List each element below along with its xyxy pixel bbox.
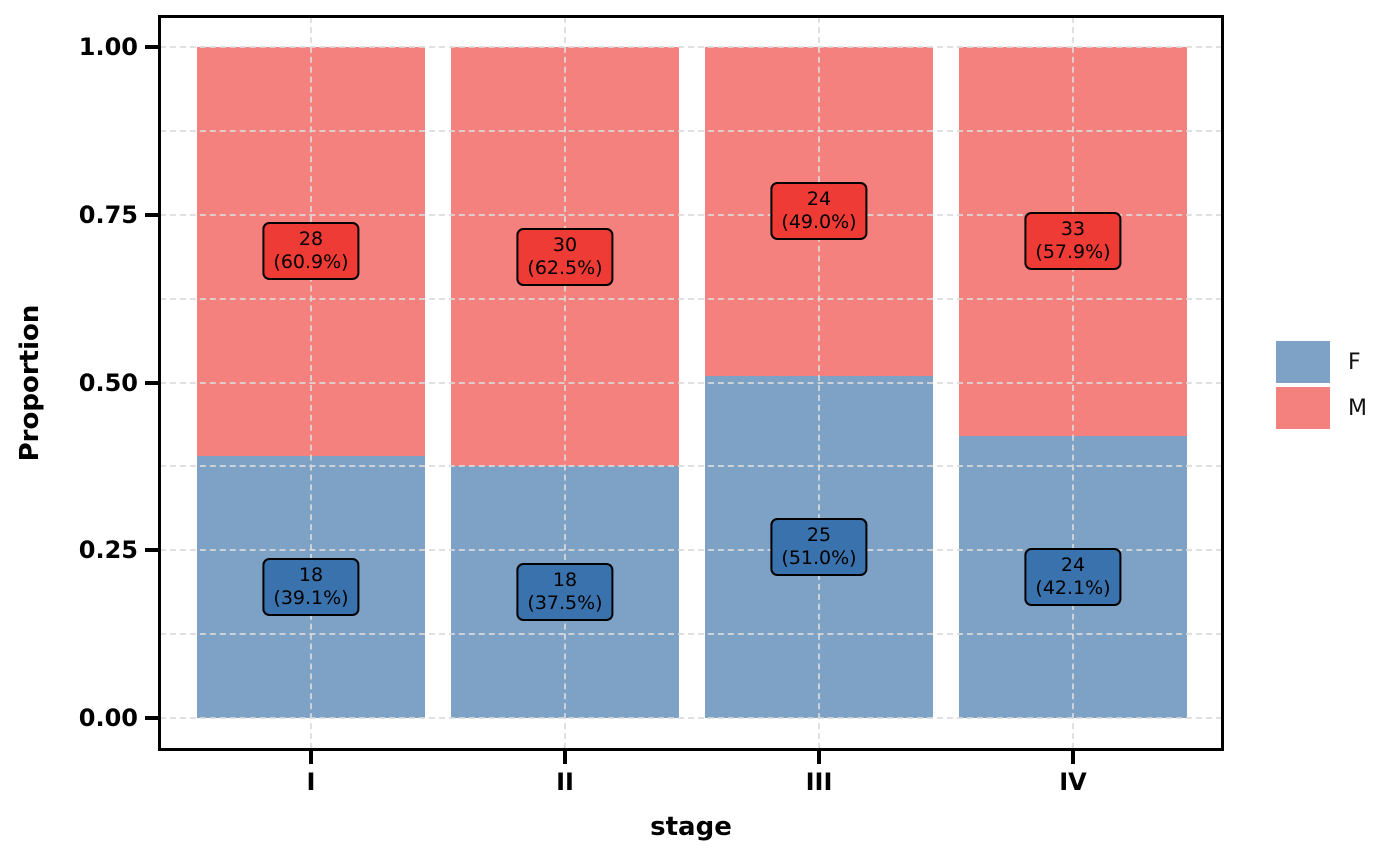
legend-label-m: M [1348, 395, 1367, 421]
legend-entry-m: M [1276, 387, 1367, 429]
x-axis-tick-label-iv: IV [1059, 768, 1087, 796]
bar-label-count: 24 [1060, 553, 1086, 576]
x-axis-tick [1071, 751, 1075, 764]
x-axis-tick-label-ii: II [556, 768, 574, 796]
y-axis-tick-label: 0.75 [78, 200, 138, 229]
bar-label-percent: (39.1%) [273, 586, 349, 609]
legend-swatch-f-icon [1276, 341, 1330, 383]
legend: F M [1276, 341, 1367, 433]
x-axis-tick-label-i: I [306, 768, 316, 796]
gridline-horizontal [160, 717, 1222, 719]
bar-label-percent: (42.1%) [1035, 576, 1111, 599]
x-axis-title: stage [650, 812, 732, 842]
bar-label-count: 25 [806, 523, 832, 546]
bar-label-f-ii: 18 (37.5%) [516, 563, 614, 622]
bar-label-count: 24 [806, 188, 832, 211]
bar-label-percent: (37.5%) [527, 592, 603, 615]
bar-label-f-iv: 24 (42.1%) [1024, 547, 1122, 606]
y-axis-tick [145, 716, 158, 720]
gridline-horizontal [160, 633, 1222, 636]
bar-label-count: 18 [298, 563, 324, 586]
y-axis-tick [145, 212, 158, 217]
gridline-horizontal [160, 129, 1222, 132]
y-axis-tick-label: 0.50 [78, 368, 138, 397]
y-axis-tick [145, 45, 158, 49]
y-axis-tick-label: 0.25 [78, 536, 138, 565]
gridline-vertical [310, 17, 312, 749]
bar-label-m-ii: 30 (62.5%) [516, 227, 614, 286]
bar-label-count: 30 [552, 233, 578, 256]
y-axis-tick-label: 0.00 [78, 704, 138, 732]
x-axis-tick [563, 751, 567, 764]
y-axis-tick-label: 1.00 [78, 33, 138, 61]
bar-label-count: 18 [552, 569, 578, 592]
y-axis-tick [145, 380, 158, 385]
bar-label-percent: (60.9%) [273, 251, 349, 274]
legend-swatch-m-icon [1276, 387, 1330, 429]
bar-label-count: 33 [1060, 218, 1086, 241]
bar-label-m-i: 28 (60.9%) [262, 222, 360, 281]
x-axis-tick [309, 751, 313, 764]
bar-label-m-iii: 24 (49.0%) [770, 182, 868, 241]
bar-label-m-iv: 33 (57.9%) [1024, 212, 1122, 271]
x-axis-tick-label-iii: III [805, 768, 833, 796]
legend-label-f: F [1348, 349, 1361, 375]
bar-label-percent: (51.0%) [781, 546, 857, 569]
bar-label-percent: (57.9%) [1035, 241, 1111, 264]
gridline-vertical [818, 17, 820, 749]
bar-label-f-i: 18 (39.1%) [262, 557, 360, 616]
bar-label-count: 28 [298, 228, 324, 251]
bar-label-percent: (49.0%) [781, 211, 857, 234]
gridline-vertical [1072, 17, 1074, 749]
gridline-horizontal [160, 381, 1222, 384]
gridline-horizontal [160, 213, 1222, 216]
x-axis-tick [817, 751, 821, 764]
gridline-horizontal [160, 465, 1222, 468]
gridline-vertical [564, 17, 566, 749]
gridline-horizontal [160, 549, 1222, 552]
bar-label-f-iii: 25 (51.0%) [770, 517, 868, 576]
bar-label-percent: (62.5%) [527, 256, 603, 279]
y-axis-title: Proportion [15, 304, 45, 462]
legend-entry-f: F [1276, 341, 1367, 383]
gridline-horizontal [160, 46, 1222, 48]
gridline-horizontal [160, 297, 1222, 300]
y-axis-tick [145, 548, 158, 553]
